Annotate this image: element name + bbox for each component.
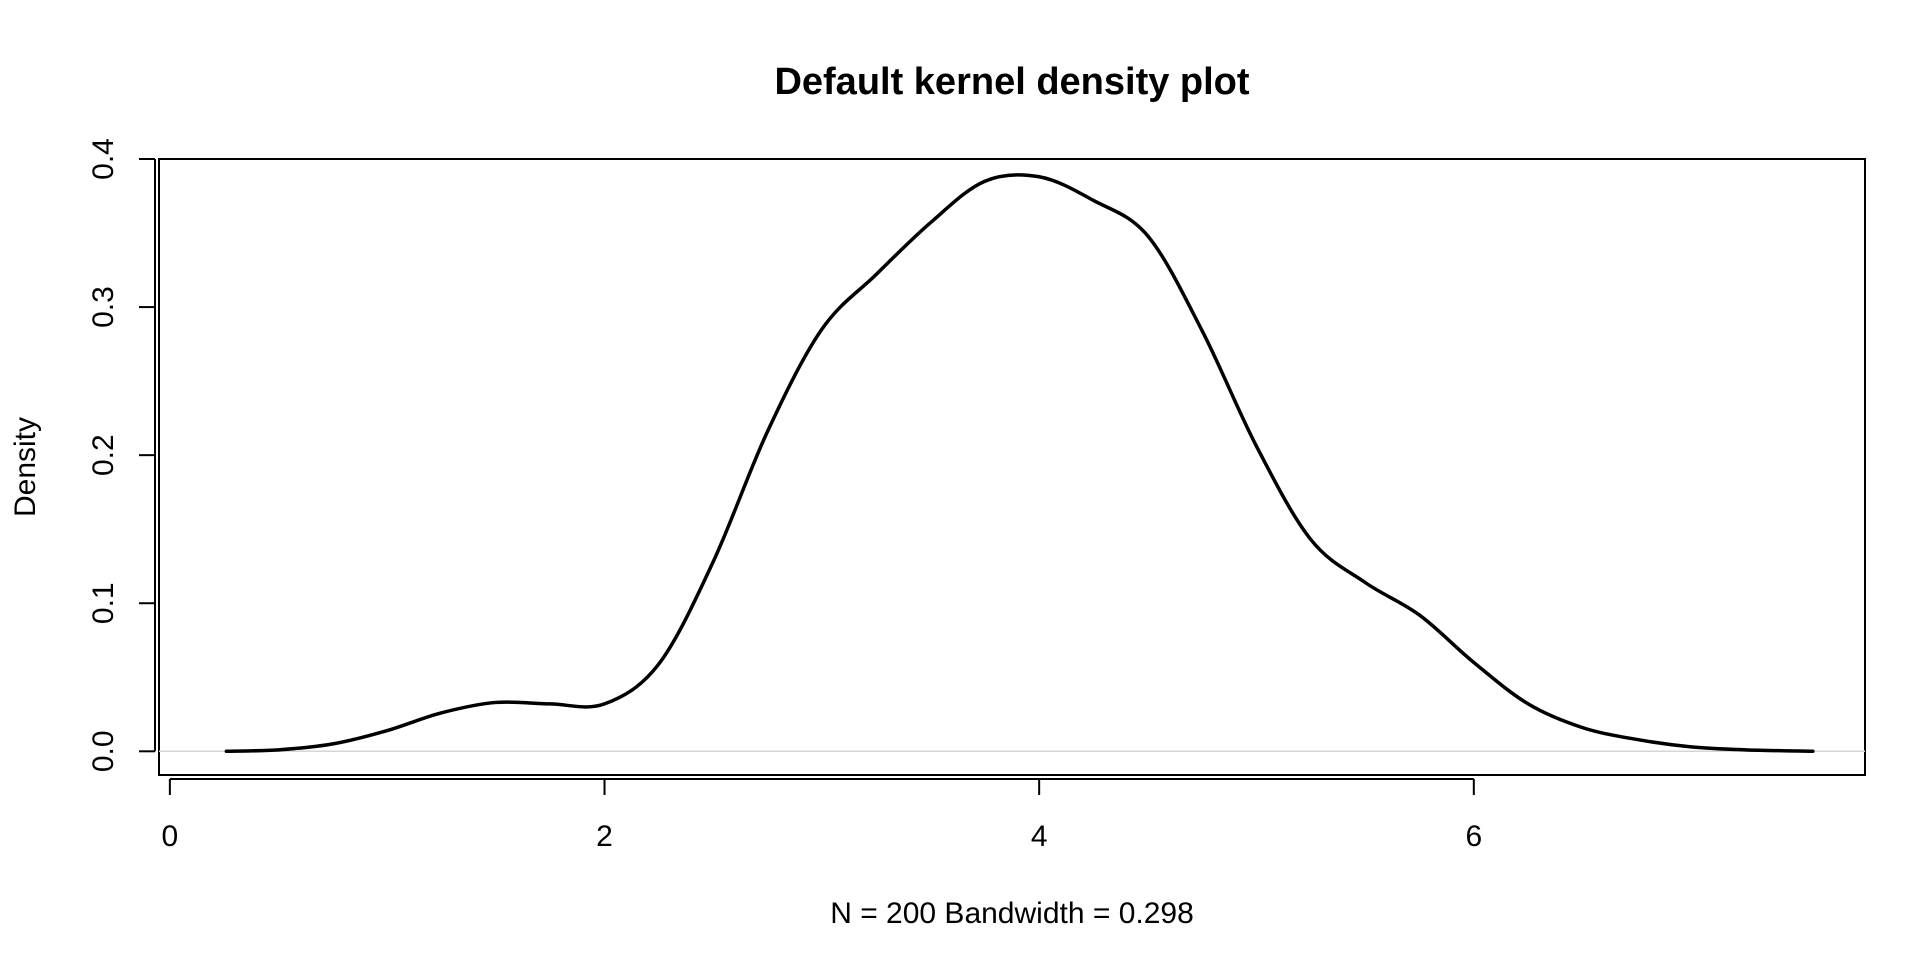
chart-title: Default kernel density plot (774, 61, 1249, 103)
x-tick-label: 4 (1031, 820, 1048, 853)
y-axis: 0.0 0.1 0.2 0.3 0.4 (87, 138, 156, 772)
plot-frame (158, 158, 1866, 776)
x-tick-label: 0 (162, 820, 179, 853)
y-axis-label: Density (9, 417, 42, 517)
y-tick-label: 0.3 (87, 286, 120, 328)
y-tick-label: 0.4 (87, 138, 120, 180)
y-tick-label: 0.0 (87, 730, 120, 772)
y-tick-label: 0.2 (87, 434, 120, 476)
y-tick-label: 0.1 (87, 582, 120, 624)
density-curve (224, 172, 1815, 754)
plot-area (159, 172, 1865, 754)
x-axis: 0 2 4 6 (162, 778, 1482, 853)
x-axis-label: N = 200 Bandwidth = 0.298 (830, 897, 1194, 930)
x-tick-label: 6 (1465, 820, 1482, 853)
x-tick-label: 2 (596, 820, 613, 853)
